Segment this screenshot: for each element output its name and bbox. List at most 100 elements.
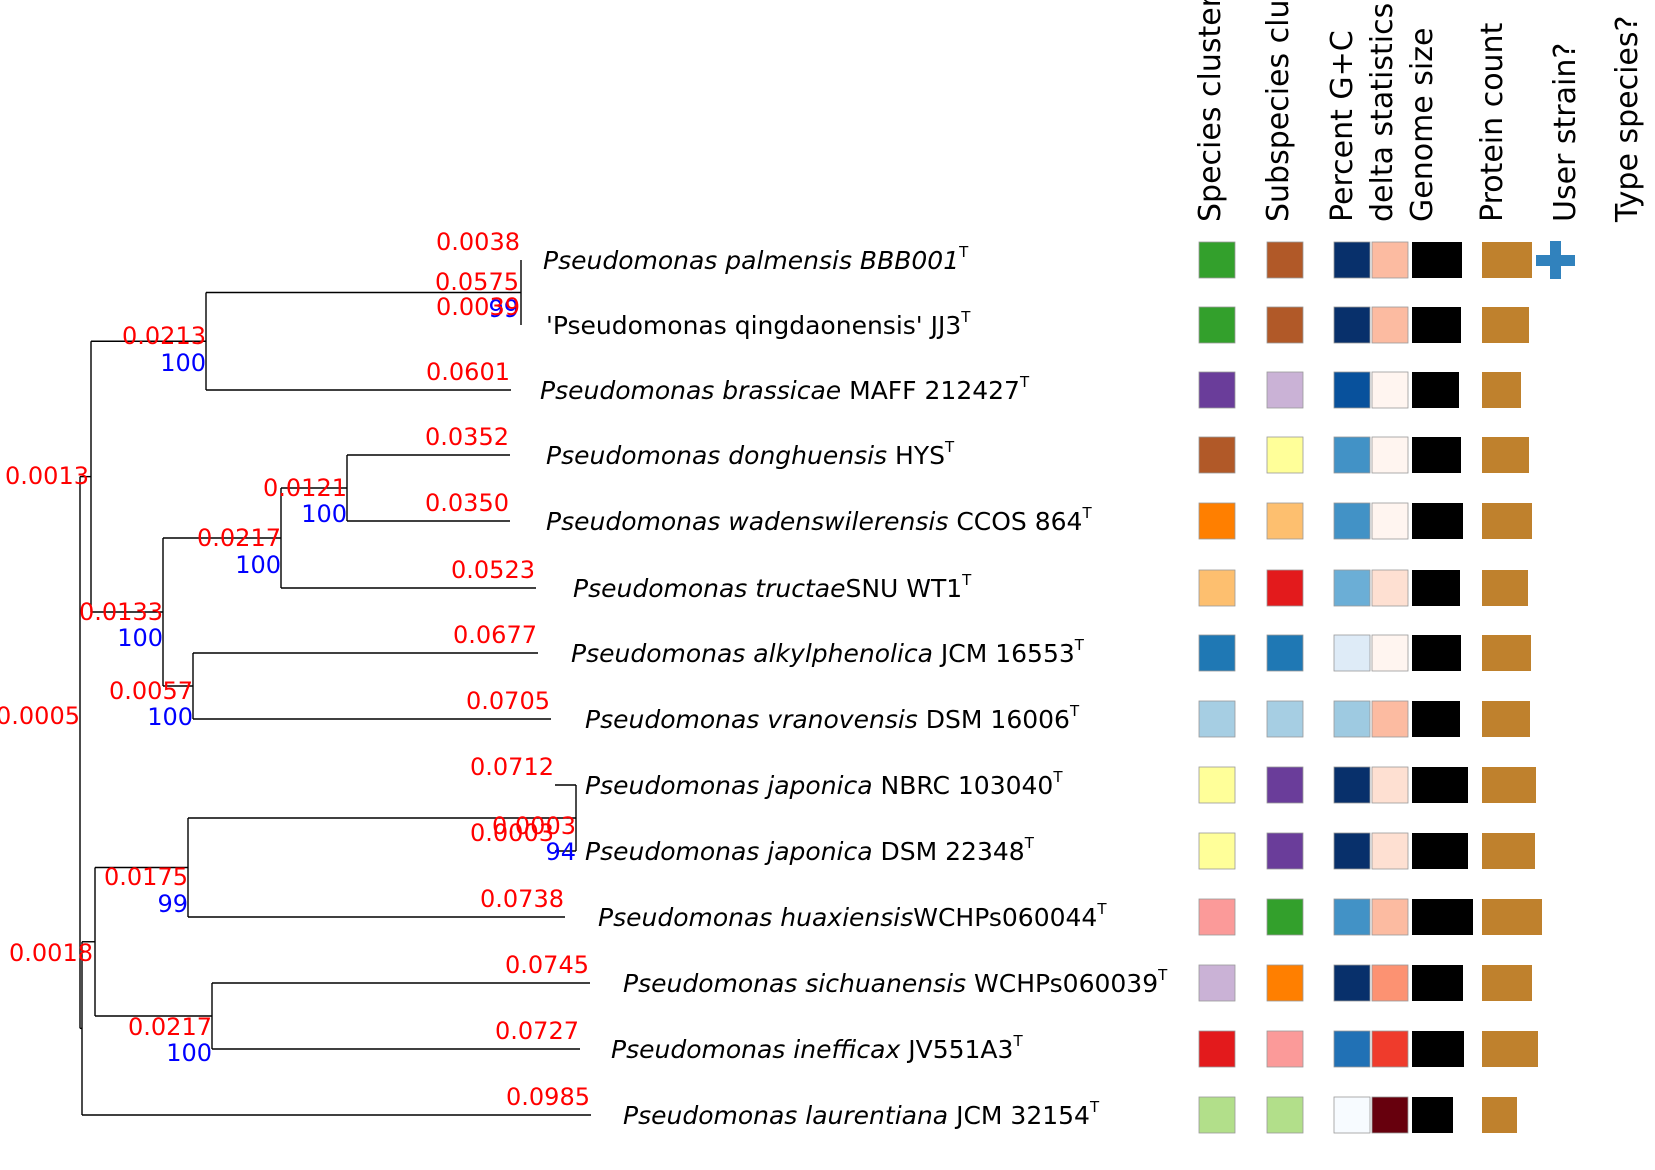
branch-length-n_don_wad_tru: 0.0217 bbox=[197, 524, 281, 552]
delta-statistics-cell bbox=[1371, 832, 1409, 870]
taxon-strain: SNU WT1 bbox=[845, 574, 962, 603]
type-strain-marker: T bbox=[944, 438, 955, 456]
taxon-strain: DSM 16006 bbox=[918, 705, 1070, 734]
annotation-matrix bbox=[1198, 241, 1575, 1134]
type-strain-marker: T bbox=[958, 243, 969, 261]
subspecies-cluster-cell bbox=[1266, 241, 1304, 279]
genome-size-bar bbox=[1412, 570, 1460, 606]
taxon-strain: 'Pseudomonas qingdaonensis' JJ3 bbox=[546, 311, 961, 340]
gc-percent-cell bbox=[1333, 436, 1371, 474]
genome-size-bar bbox=[1412, 372, 1459, 408]
gc-percent-cell bbox=[1333, 634, 1371, 672]
bootstrap-n_jap_hua: 99 bbox=[157, 890, 188, 918]
tip-branch-length: 0.0039 bbox=[436, 293, 520, 321]
species-cluster-cell bbox=[1198, 502, 1236, 540]
subspecies-cluster-cell bbox=[1266, 700, 1304, 738]
taxon-strain: JCM 16553 bbox=[933, 639, 1075, 668]
taxon-name: Pseudomonas laurentiana JCM 32154T bbox=[623, 1098, 1100, 1130]
gc-percent-cell bbox=[1333, 306, 1371, 344]
branch-length-n_AB: 0.0013 bbox=[5, 462, 89, 490]
branch-length-n_palm_qing: 0.0575 bbox=[435, 268, 519, 296]
delta-statistics-cell bbox=[1371, 306, 1409, 344]
tip-branch-length: 0.0745 bbox=[505, 951, 589, 979]
column-header-genome: Genome size bbox=[1405, 28, 1440, 222]
user-strain-marker bbox=[1536, 241, 1575, 279]
delta-statistics-cell bbox=[1371, 898, 1409, 936]
gc-percent-cell bbox=[1333, 371, 1371, 409]
tree-branches bbox=[79, 260, 591, 1116]
tree-labels: 0.0575990.02131000.01211000.02171000.005… bbox=[0, 228, 590, 1111]
taxon-name: Pseudomonas inefficax JV551A3T bbox=[611, 1032, 1023, 1064]
genome-size-bar bbox=[1412, 503, 1463, 539]
taxon-genus-species: Pseudomonas palmensis BBB001 bbox=[543, 246, 959, 275]
genome-size-bar bbox=[1412, 1097, 1453, 1133]
column-header-species: Species cluster bbox=[1193, 0, 1228, 222]
delta-statistics-cell bbox=[1371, 436, 1409, 474]
gc-percent-cell bbox=[1333, 1030, 1371, 1068]
type-strain-marker: T bbox=[961, 571, 972, 589]
delta-statistics-cell bbox=[1371, 700, 1409, 738]
taxon-strain: DSM 22348 bbox=[873, 837, 1025, 866]
protein-count-bar bbox=[1482, 899, 1542, 935]
branch-length-n_sic_ine: 0.0217 bbox=[128, 1013, 212, 1041]
branch-length-n_don_wad: 0.0121 bbox=[263, 474, 347, 502]
species-cluster-cell bbox=[1198, 898, 1236, 936]
bootstrap-n_B: 100 bbox=[117, 624, 163, 652]
subspecies-cluster-cell bbox=[1266, 634, 1304, 672]
type-strain-marker: T bbox=[1052, 768, 1063, 786]
taxon-genus-species: Pseudomonas japonica bbox=[585, 771, 873, 800]
subspecies-cluster-cell bbox=[1266, 569, 1304, 607]
branch-length-n_alk_vra: 0.0057 bbox=[109, 677, 193, 705]
branch-length-n_A: 0.0213 bbox=[122, 322, 206, 350]
genome-size-bar bbox=[1412, 635, 1461, 671]
bootstrap-n_jap: 94 bbox=[545, 838, 576, 866]
protein-count-bar bbox=[1482, 1097, 1517, 1133]
subspecies-cluster-cell bbox=[1266, 1096, 1304, 1134]
taxon-genus-species: Pseudomonas japonica bbox=[585, 837, 873, 866]
type-strain-marker: T bbox=[960, 308, 971, 326]
gc-percent-cell bbox=[1333, 502, 1371, 540]
bootstrap-n_alk_vra: 100 bbox=[147, 703, 193, 731]
taxon-strain: WCHPs060044 bbox=[913, 903, 1097, 932]
species-cluster-cell bbox=[1198, 569, 1236, 607]
type-strain-marker: T bbox=[1157, 966, 1168, 984]
taxon-genus-species: Pseudomonas alkylphenolica bbox=[571, 639, 933, 668]
taxon-strain: NBRC 103040 bbox=[873, 771, 1054, 800]
branch-length-n_D: 0.0018 bbox=[9, 939, 93, 967]
taxon-name: Pseudomonas alkylphenolica JCM 16553T bbox=[571, 636, 1085, 668]
genome-size-bar bbox=[1412, 437, 1461, 473]
bootstrap-n_palm_qing: 99 bbox=[488, 295, 519, 323]
protein-count-bar bbox=[1482, 635, 1531, 671]
branch-length-n_root: 0.0005 bbox=[0, 702, 80, 730]
genome-size-bar bbox=[1412, 1031, 1464, 1067]
bootstrap-n_sic_ine: 100 bbox=[166, 1039, 212, 1067]
type-strain-marker: T bbox=[1024, 834, 1035, 852]
subspecies-cluster-cell bbox=[1266, 502, 1304, 540]
column-header-gc: Percent G+C bbox=[1325, 30, 1360, 222]
genome-size-bar bbox=[1412, 965, 1463, 1001]
subspecies-cluster-cell bbox=[1266, 832, 1304, 870]
taxon-genus-species: Pseudomonas tructae bbox=[573, 574, 845, 603]
species-cluster-cell bbox=[1198, 1030, 1236, 1068]
protein-count-bar bbox=[1482, 372, 1521, 408]
delta-statistics-cell bbox=[1371, 241, 1409, 279]
taxon-strain: WCHPs060039 bbox=[966, 969, 1158, 998]
branch-length-n_jap_hua: 0.0175 bbox=[104, 863, 188, 891]
delta-statistics-cell bbox=[1371, 634, 1409, 672]
protein-count-bar bbox=[1482, 767, 1536, 803]
protein-count-bar bbox=[1482, 307, 1529, 343]
taxon-name: Pseudomonas huaxiensisWCHPs060044T bbox=[598, 900, 1107, 932]
protein-count-bar bbox=[1482, 242, 1532, 278]
taxon-name: 'Pseudomonas qingdaonensis' JJ3T bbox=[546, 308, 971, 340]
tip-branch-length: 0.0601 bbox=[426, 358, 510, 386]
tip-branch-length: 0.0738 bbox=[480, 885, 564, 913]
gc-percent-cell bbox=[1333, 700, 1371, 738]
delta-statistics-cell bbox=[1371, 502, 1409, 540]
delta-statistics-cell bbox=[1371, 964, 1409, 1002]
bootstrap-n_don_wad: 100 bbox=[301, 500, 347, 528]
protein-count-bar bbox=[1482, 437, 1529, 473]
taxon-genus-species: Pseudomonas laurentiana bbox=[623, 1101, 948, 1130]
column-header-type: Type species? bbox=[1610, 16, 1645, 223]
species-cluster-cell bbox=[1198, 634, 1236, 672]
